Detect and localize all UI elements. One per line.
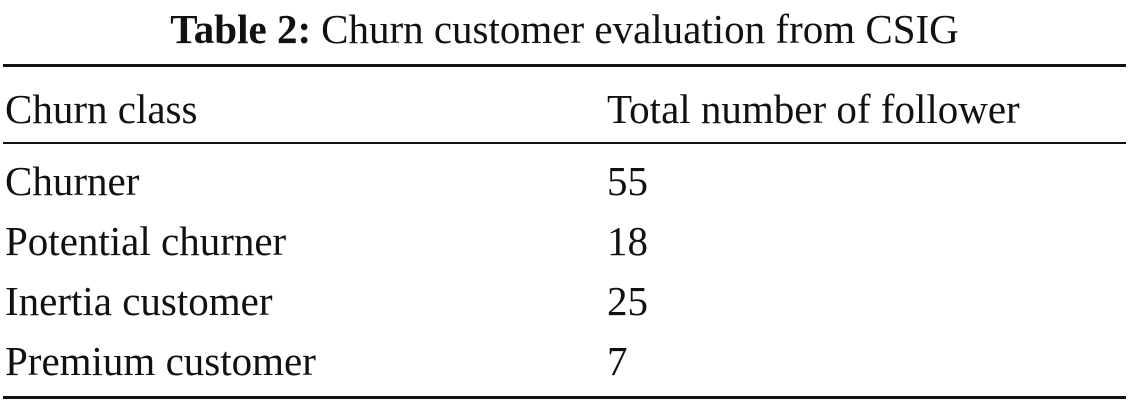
table-caption-text: Churn customer evaluation from CSIG (321, 6, 959, 52)
table-caption: Table 2: Churn customer evaluation from C… (0, 4, 1129, 54)
row-value: 7 (607, 338, 628, 384)
row-value: 55 (607, 158, 648, 204)
row-class: Churner (5, 158, 140, 204)
header-total-followers: Total number of follower (607, 86, 1020, 132)
row-value: 25 (607, 278, 648, 324)
row-class: Premium customer (5, 338, 316, 384)
bottom-rule (3, 396, 1126, 399)
top-rule (3, 64, 1126, 67)
header-rule (3, 142, 1126, 144)
row-class: Potential churner (5, 218, 287, 264)
row-value: 18 (607, 218, 648, 264)
table-label: Table 2: (170, 6, 312, 52)
header-churn-class: Churn class (5, 86, 198, 132)
row-class: Inertia customer (5, 278, 273, 324)
